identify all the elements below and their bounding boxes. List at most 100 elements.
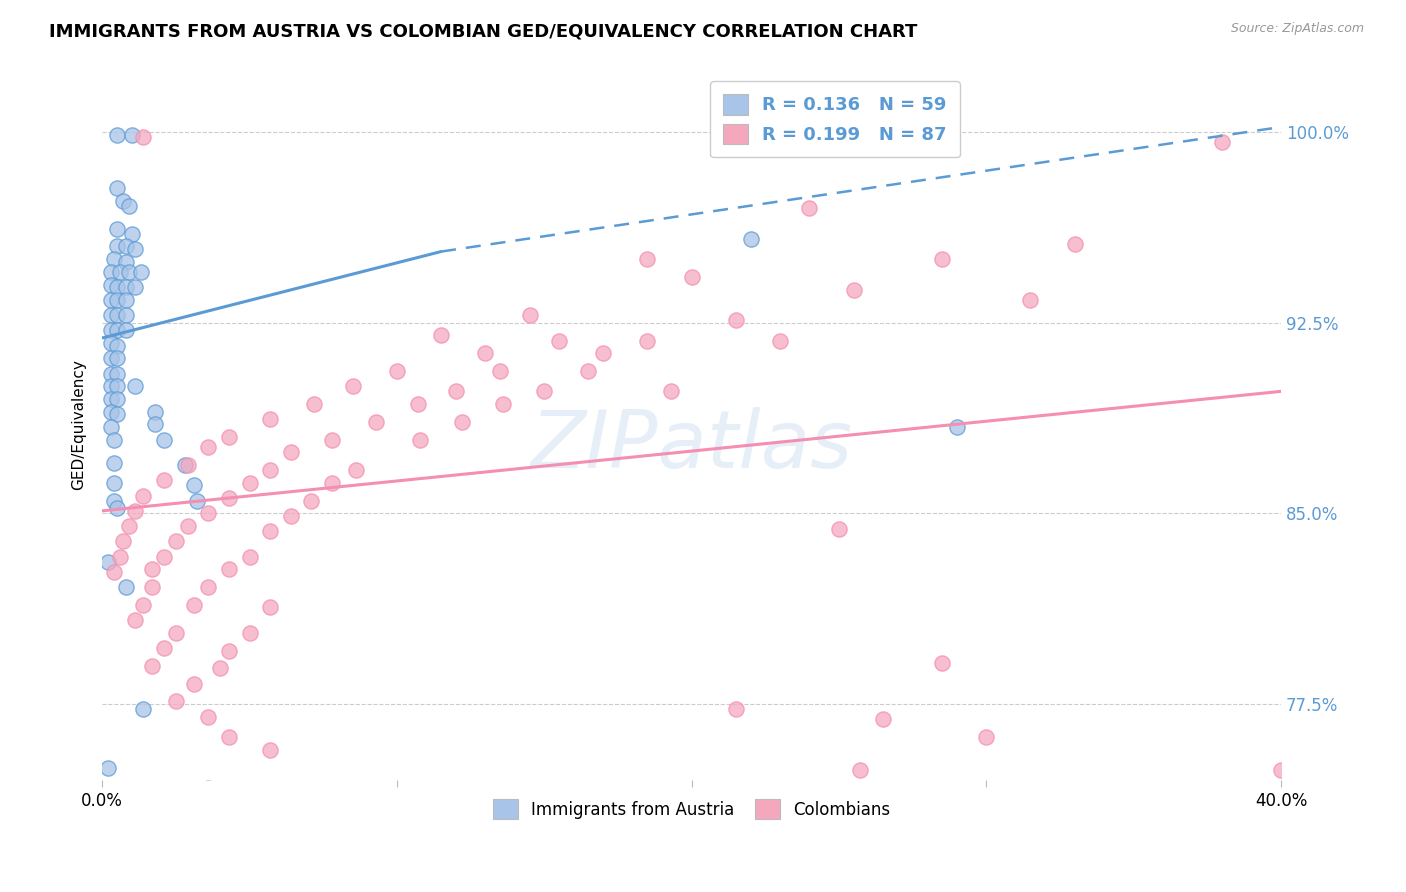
- Point: [321, 433, 343, 447]
- Point: [842, 283, 865, 297]
- Point: [301, 493, 323, 508]
- Point: [108, 549, 131, 564]
- Text: IMMIGRANTS FROM AUSTRIA VS COLOMBIAN GED/EQUIVALENCY CORRELATION CHART: IMMIGRANTS FROM AUSTRIA VS COLOMBIAN GED…: [49, 22, 918, 40]
- Point: [105, 338, 128, 352]
- Point: [141, 580, 163, 594]
- Point: [872, 712, 894, 726]
- Point: [100, 367, 122, 381]
- Point: [97, 555, 120, 569]
- Point: [97, 761, 120, 775]
- Point: [197, 507, 219, 521]
- Point: [218, 430, 240, 444]
- Point: [105, 501, 128, 516]
- Point: [100, 392, 122, 406]
- Point: [828, 522, 851, 536]
- Point: [519, 308, 541, 322]
- Point: [238, 625, 260, 640]
- Point: [100, 293, 122, 307]
- Point: [103, 433, 125, 447]
- Point: [100, 336, 122, 351]
- Point: [344, 463, 367, 477]
- Point: [848, 763, 870, 777]
- Point: [197, 440, 219, 454]
- Point: [974, 730, 997, 744]
- Point: [132, 130, 155, 145]
- Point: [121, 128, 143, 142]
- Point: [304, 397, 326, 411]
- Point: [103, 252, 125, 267]
- Point: [238, 786, 260, 800]
- Point: [100, 308, 122, 322]
- Point: [105, 323, 128, 337]
- Point: [165, 625, 187, 640]
- Point: [153, 473, 176, 487]
- Point: [430, 328, 453, 343]
- Point: [141, 659, 163, 673]
- Point: [124, 280, 146, 294]
- Point: [931, 657, 953, 671]
- Point: [165, 694, 187, 708]
- Point: [100, 420, 122, 434]
- Point: [105, 221, 128, 235]
- Point: [111, 194, 134, 208]
- Point: [197, 580, 219, 594]
- Point: [183, 598, 205, 612]
- Point: [176, 519, 198, 533]
- Point: [105, 128, 128, 142]
- Point: [489, 364, 512, 378]
- Point: [218, 730, 240, 744]
- Point: [165, 534, 187, 549]
- Point: [409, 433, 432, 447]
- Point: [1211, 135, 1233, 149]
- Point: [724, 702, 747, 716]
- Point: [321, 475, 343, 490]
- Point: [114, 280, 136, 294]
- Point: [105, 367, 128, 381]
- Point: [183, 676, 205, 690]
- Point: [100, 351, 122, 366]
- Point: [153, 549, 176, 564]
- Point: [197, 710, 219, 724]
- Point: [103, 456, 125, 470]
- Point: [799, 202, 821, 216]
- Point: [385, 364, 408, 378]
- Point: [124, 379, 146, 393]
- Y-axis label: GED/Equivalency: GED/Equivalency: [72, 359, 86, 490]
- Point: [105, 280, 128, 294]
- Point: [153, 641, 176, 656]
- Point: [946, 420, 969, 434]
- Point: [132, 598, 155, 612]
- Point: [636, 252, 658, 267]
- Point: [724, 313, 747, 327]
- Point: [636, 334, 658, 348]
- Point: [105, 379, 128, 393]
- Point: [740, 232, 762, 246]
- Point: [118, 199, 141, 213]
- Point: [259, 463, 281, 477]
- Point: [114, 308, 136, 322]
- Point: [118, 519, 141, 533]
- Point: [118, 265, 141, 279]
- Point: [218, 491, 240, 505]
- Text: ZIPatlas: ZIPatlas: [530, 407, 852, 484]
- Point: [100, 379, 122, 393]
- Point: [100, 405, 122, 419]
- Point: [578, 364, 600, 378]
- Point: [183, 478, 205, 492]
- Point: [103, 475, 125, 490]
- Point: [218, 643, 240, 657]
- Point: [209, 661, 232, 675]
- Point: [681, 270, 703, 285]
- Point: [186, 493, 208, 508]
- Point: [105, 293, 128, 307]
- Point: [474, 346, 496, 360]
- Point: [342, 379, 364, 393]
- Point: [259, 743, 281, 757]
- Point: [592, 346, 614, 360]
- Point: [114, 580, 136, 594]
- Point: [105, 239, 128, 253]
- Point: [132, 489, 155, 503]
- Point: [176, 458, 198, 472]
- Point: [931, 252, 953, 267]
- Point: [366, 415, 388, 429]
